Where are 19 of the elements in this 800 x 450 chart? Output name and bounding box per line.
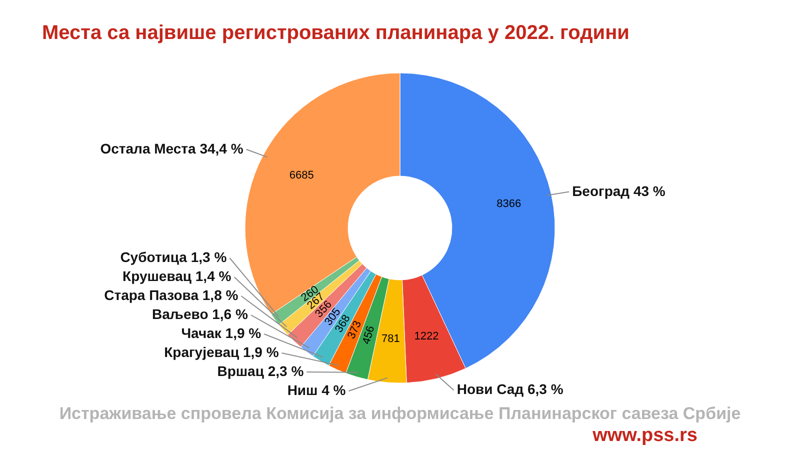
slice-label: Нови Сад 6,3 % bbox=[456, 381, 564, 398]
slice-label: Вршац 2,3 % bbox=[217, 363, 304, 379]
text: www.pss.rs bbox=[592, 425, 698, 446]
slice-label: Крушевац 1,4 % bbox=[122, 268, 232, 284]
data-label: 781 bbox=[381, 333, 400, 346]
slice-label: Суботица 1,3 % bbox=[120, 249, 228, 265]
slice-label: Ниш 4 % bbox=[287, 382, 346, 398]
slice-label: Ваљево 1,6 % bbox=[152, 306, 248, 322]
slice-label: Чачак 1,9 % bbox=[181, 325, 262, 341]
data-label: 456 bbox=[360, 324, 378, 346]
slice-label: Крагујевац 1,9 % bbox=[164, 344, 280, 360]
data-label: 8366 bbox=[496, 198, 522, 210]
slice-label: Београд 43 % bbox=[572, 182, 666, 199]
slice-label: Остала Места 34,4 % bbox=[100, 140, 244, 156]
chart-title: Места са највише регистрованих планинара у 2022. години bbox=[42, 22, 630, 44]
data-label: 1222 bbox=[414, 330, 439, 342]
slice-label: Стара Пазова 1,8 % bbox=[104, 287, 239, 303]
data-label: 6685 bbox=[289, 169, 314, 182]
text: Истраживање спровела Комисија за информисање Планинарског савеза Србије bbox=[59, 404, 741, 423]
